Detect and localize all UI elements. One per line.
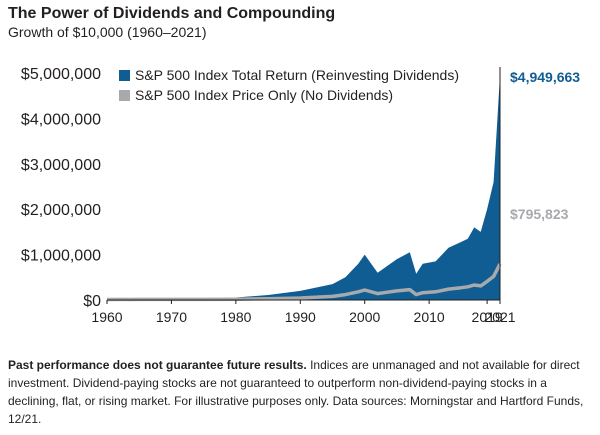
x-tick-label: 2000 (349, 309, 380, 325)
y-tick-label: $0 (83, 293, 101, 310)
footnote-text: Indices are unmanaged and not available … (8, 358, 584, 426)
x-tick-label: 1970 (156, 309, 187, 325)
end-label-total-return: $4,949,663 (510, 69, 580, 85)
x-tick-label: 1960 (91, 309, 122, 325)
x-tick-label: 1980 (220, 309, 251, 325)
y-tick-label: $3,000,000 (21, 157, 101, 174)
end-label-price-only: $795,823 (510, 206, 569, 222)
legend-swatch (119, 90, 130, 101)
footnote: Past performance does not guarantee futu… (8, 356, 594, 428)
footnote-bold: Past performance does not guarantee futu… (8, 358, 307, 372)
chart-subtitle: Growth of $10,000 (1960–2021) (8, 24, 207, 40)
y-tick-label: $5,000,000 (21, 66, 101, 83)
y-tick-label: $2,000,000 (21, 202, 101, 219)
y-tick-label: $1,000,000 (21, 248, 101, 265)
x-tick-label: 2019 (472, 309, 503, 325)
legend-swatch (119, 70, 130, 81)
series-total-return-area (107, 75, 500, 300)
x-tick-label: 2010 (414, 309, 445, 325)
legend-label: S&P 500 Index Price Only (No Dividends) (135, 87, 393, 103)
series-price-only-line (106, 263, 502, 302)
x-tick-label: 1990 (285, 309, 316, 325)
area-chart: $0 $1,000,000 $2,000,000 $3,000,000 $4,000,0… (21, 66, 580, 325)
x-tick-label: 2021 (484, 309, 515, 325)
y-tick-label: $4,000,000 (21, 111, 101, 128)
legend-label: S&P 500 Index Total Return (Reinvesting … (135, 67, 459, 83)
chart-title: The Power of Dividends and Compounding (8, 5, 336, 22)
